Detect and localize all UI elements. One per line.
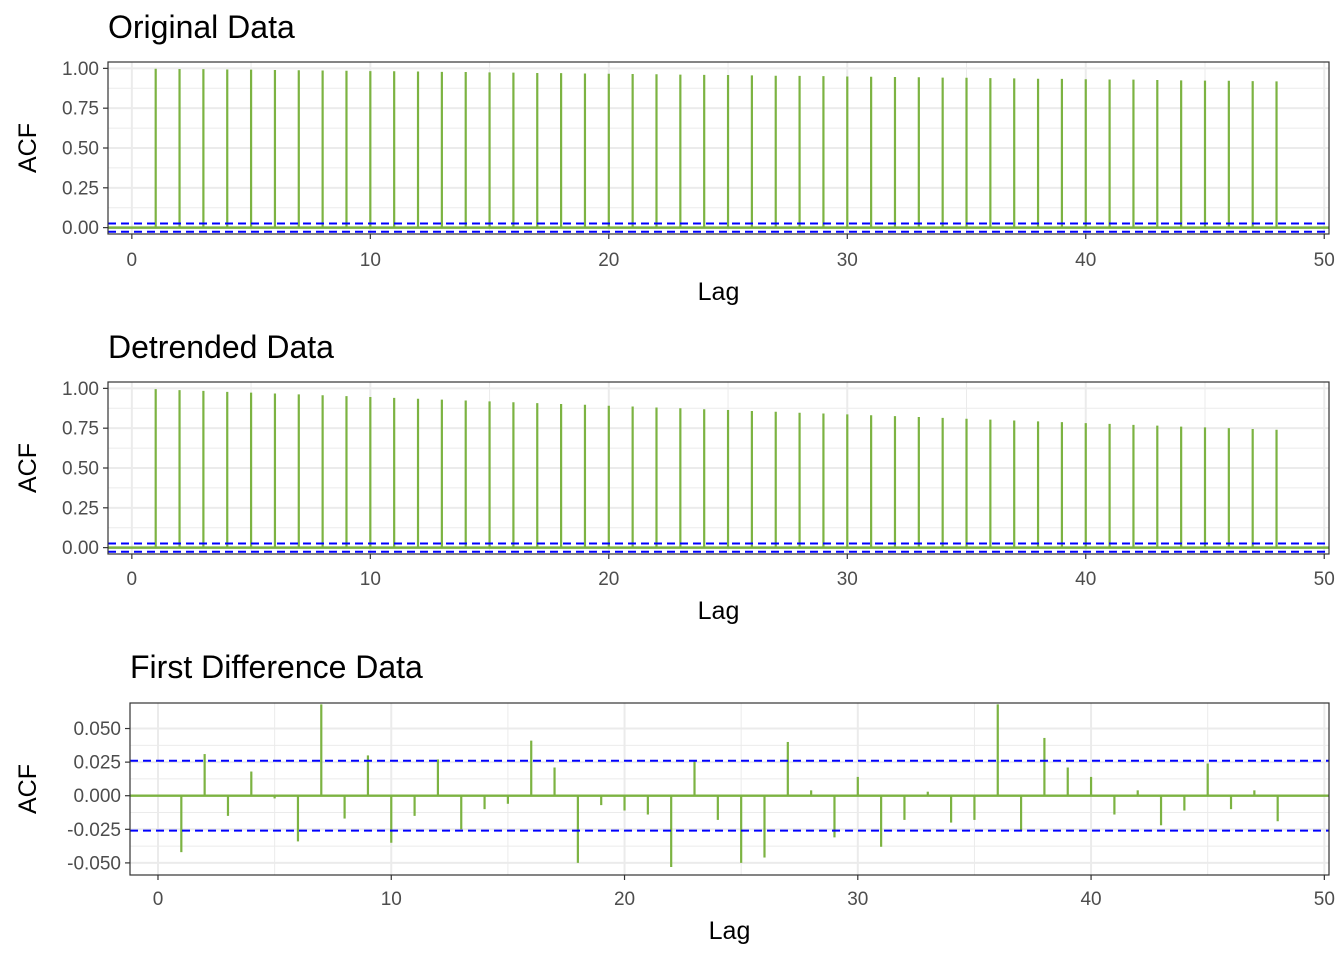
acf-panel-3: 0 10 20 30 40 50 -0.050 -0.025 0.000 0.025 0.050 Fi…: [14, 649, 1335, 945]
x-tick-label: 20: [614, 889, 635, 910]
y-tick-label: 0.50: [62, 459, 99, 480]
y-tick-label: -0.025: [67, 820, 121, 841]
grid-lines: [108, 382, 1329, 554]
y-tick-label: 0.050: [73, 719, 121, 740]
y-axis-label: ACF: [14, 123, 42, 173]
y-tick-label: 0.000: [73, 786, 121, 807]
x-tick-label: 0: [127, 569, 138, 590]
acf-bars: [180, 704, 1279, 867]
y-tick-label: 1.00: [62, 59, 99, 80]
chart-title: Original Data: [108, 9, 295, 45]
y-axis-label: ACF: [14, 764, 42, 814]
x-tick-label: 0: [127, 250, 138, 271]
y-tick-label: 0.25: [62, 178, 99, 199]
y-tick-label: 0.75: [62, 99, 99, 120]
x-axis-label: Lag: [698, 597, 740, 625]
x-axis-label: Lag: [698, 278, 740, 306]
x-tick-label: 50: [1314, 250, 1335, 271]
x-tick-label: 0: [153, 889, 164, 910]
x-tick-label: 50: [1314, 889, 1335, 910]
x-tick-label: 20: [598, 250, 619, 271]
x-tick-label: 10: [360, 569, 381, 590]
y-tick-label: -0.050: [67, 853, 121, 874]
x-tick-label: 40: [1075, 250, 1096, 271]
x-tick-label: 10: [381, 889, 402, 910]
y-tick-label: 0.75: [62, 419, 99, 440]
x-tick-label: 30: [847, 889, 868, 910]
chart-title: Detrended Data: [108, 329, 334, 365]
chart-title: First Difference Data: [130, 649, 423, 685]
panel-border: [129, 702, 1330, 876]
y-tick-label: 0.00: [62, 218, 99, 239]
acf-panel-1: 0 10 20 30 40 50 0.00 0.25 0.50 0.75 1.00 Original …: [14, 9, 1335, 306]
y-tick-label: 0.50: [62, 139, 99, 160]
x-tick-label: 10: [360, 250, 381, 271]
x-tick-label: 20: [598, 569, 619, 590]
y-tick-label: 0.025: [73, 753, 121, 774]
y-axis-label: ACF: [14, 443, 42, 493]
acf-bars: [154, 389, 1278, 548]
x-tick-label: 40: [1075, 569, 1096, 590]
acf-bars: [154, 68, 1278, 228]
acf-panel-2: 0 10 20 30 40 50 0.00 0.25 0.50 0.75 1.00 Detrended…: [14, 329, 1335, 625]
x-tick-label: 30: [837, 250, 858, 271]
y-tick-label: 0.00: [62, 538, 99, 559]
x-tick-label: 30: [837, 569, 858, 590]
y-tick-label: 0.25: [62, 498, 99, 519]
x-axis-label: Lag: [709, 917, 751, 945]
x-tick-label: 50: [1314, 569, 1335, 590]
x-tick-label: 40: [1080, 889, 1101, 910]
grid-lines: [108, 62, 1329, 234]
y-tick-label: 1.00: [62, 379, 99, 400]
